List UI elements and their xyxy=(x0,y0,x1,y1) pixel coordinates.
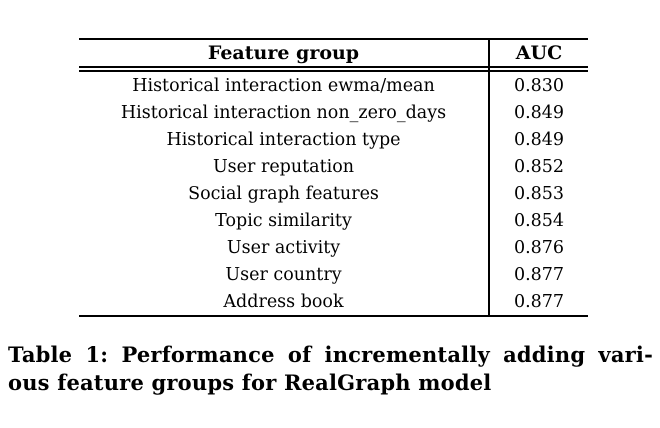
table-row: Historical interaction non_zero_days 0.8… xyxy=(79,99,588,126)
auc-cell: 0.852 xyxy=(513,156,565,177)
feature-cell: Social graph features xyxy=(79,180,490,207)
auc-cell: 0.849 xyxy=(513,102,565,123)
auc-cell: 0.877 xyxy=(513,291,565,312)
feature-cell: User activity xyxy=(79,234,490,261)
feature-cell: Historical interaction type xyxy=(79,126,490,153)
auc-cell: 0.876 xyxy=(513,237,565,258)
table-row: User reputation 0.852 xyxy=(79,153,588,180)
auc-cell: 0.830 xyxy=(513,75,565,96)
feature-cell: Address book xyxy=(79,288,490,315)
auc-cell: 0.877 xyxy=(513,264,565,285)
table-row: User activity 0.876 xyxy=(79,234,588,261)
double-rule-left-segment xyxy=(79,68,490,70)
table-row: Social graph features 0.853 xyxy=(79,180,588,207)
auc-cell: 0.854 xyxy=(513,210,565,231)
feature-cell: User country xyxy=(79,261,490,288)
feature-cell: Topic similarity xyxy=(79,207,490,234)
column-header-feature-group: Feature group xyxy=(79,40,490,66)
double-rule-right-segment xyxy=(490,68,588,70)
table-row: User country 0.877 xyxy=(79,261,588,288)
table-row: Address book 0.877 xyxy=(79,288,588,315)
column-header-auc: AUC xyxy=(515,42,563,64)
caption-line-1: Table 1: Performance of incrementally ad… xyxy=(8,342,653,367)
auc-cell: 0.853 xyxy=(513,183,565,204)
feature-cell: Historical interaction ewma/mean xyxy=(79,72,490,99)
table-row: Historical interaction ewma/mean 0.830 xyxy=(79,72,588,99)
table-caption: Table 1: Performance of incrementally ad… xyxy=(8,341,653,397)
table-body: Historical interaction ewma/mean 0.830 H… xyxy=(79,72,588,317)
feature-cell: User reputation xyxy=(79,153,490,180)
header-double-rule xyxy=(79,66,588,72)
results-table: Feature group AUC Historical interaction… xyxy=(79,38,588,317)
table-header-row: Feature group AUC xyxy=(79,38,588,66)
caption-line-2: ous feature groups for RealGraph model xyxy=(8,370,492,395)
feature-cell: Historical interaction non_zero_days xyxy=(79,99,490,126)
auc-cell: 0.849 xyxy=(513,129,565,150)
table-row: Historical interaction type 0.849 xyxy=(79,126,588,153)
table-row: Topic similarity 0.854 xyxy=(79,207,588,234)
